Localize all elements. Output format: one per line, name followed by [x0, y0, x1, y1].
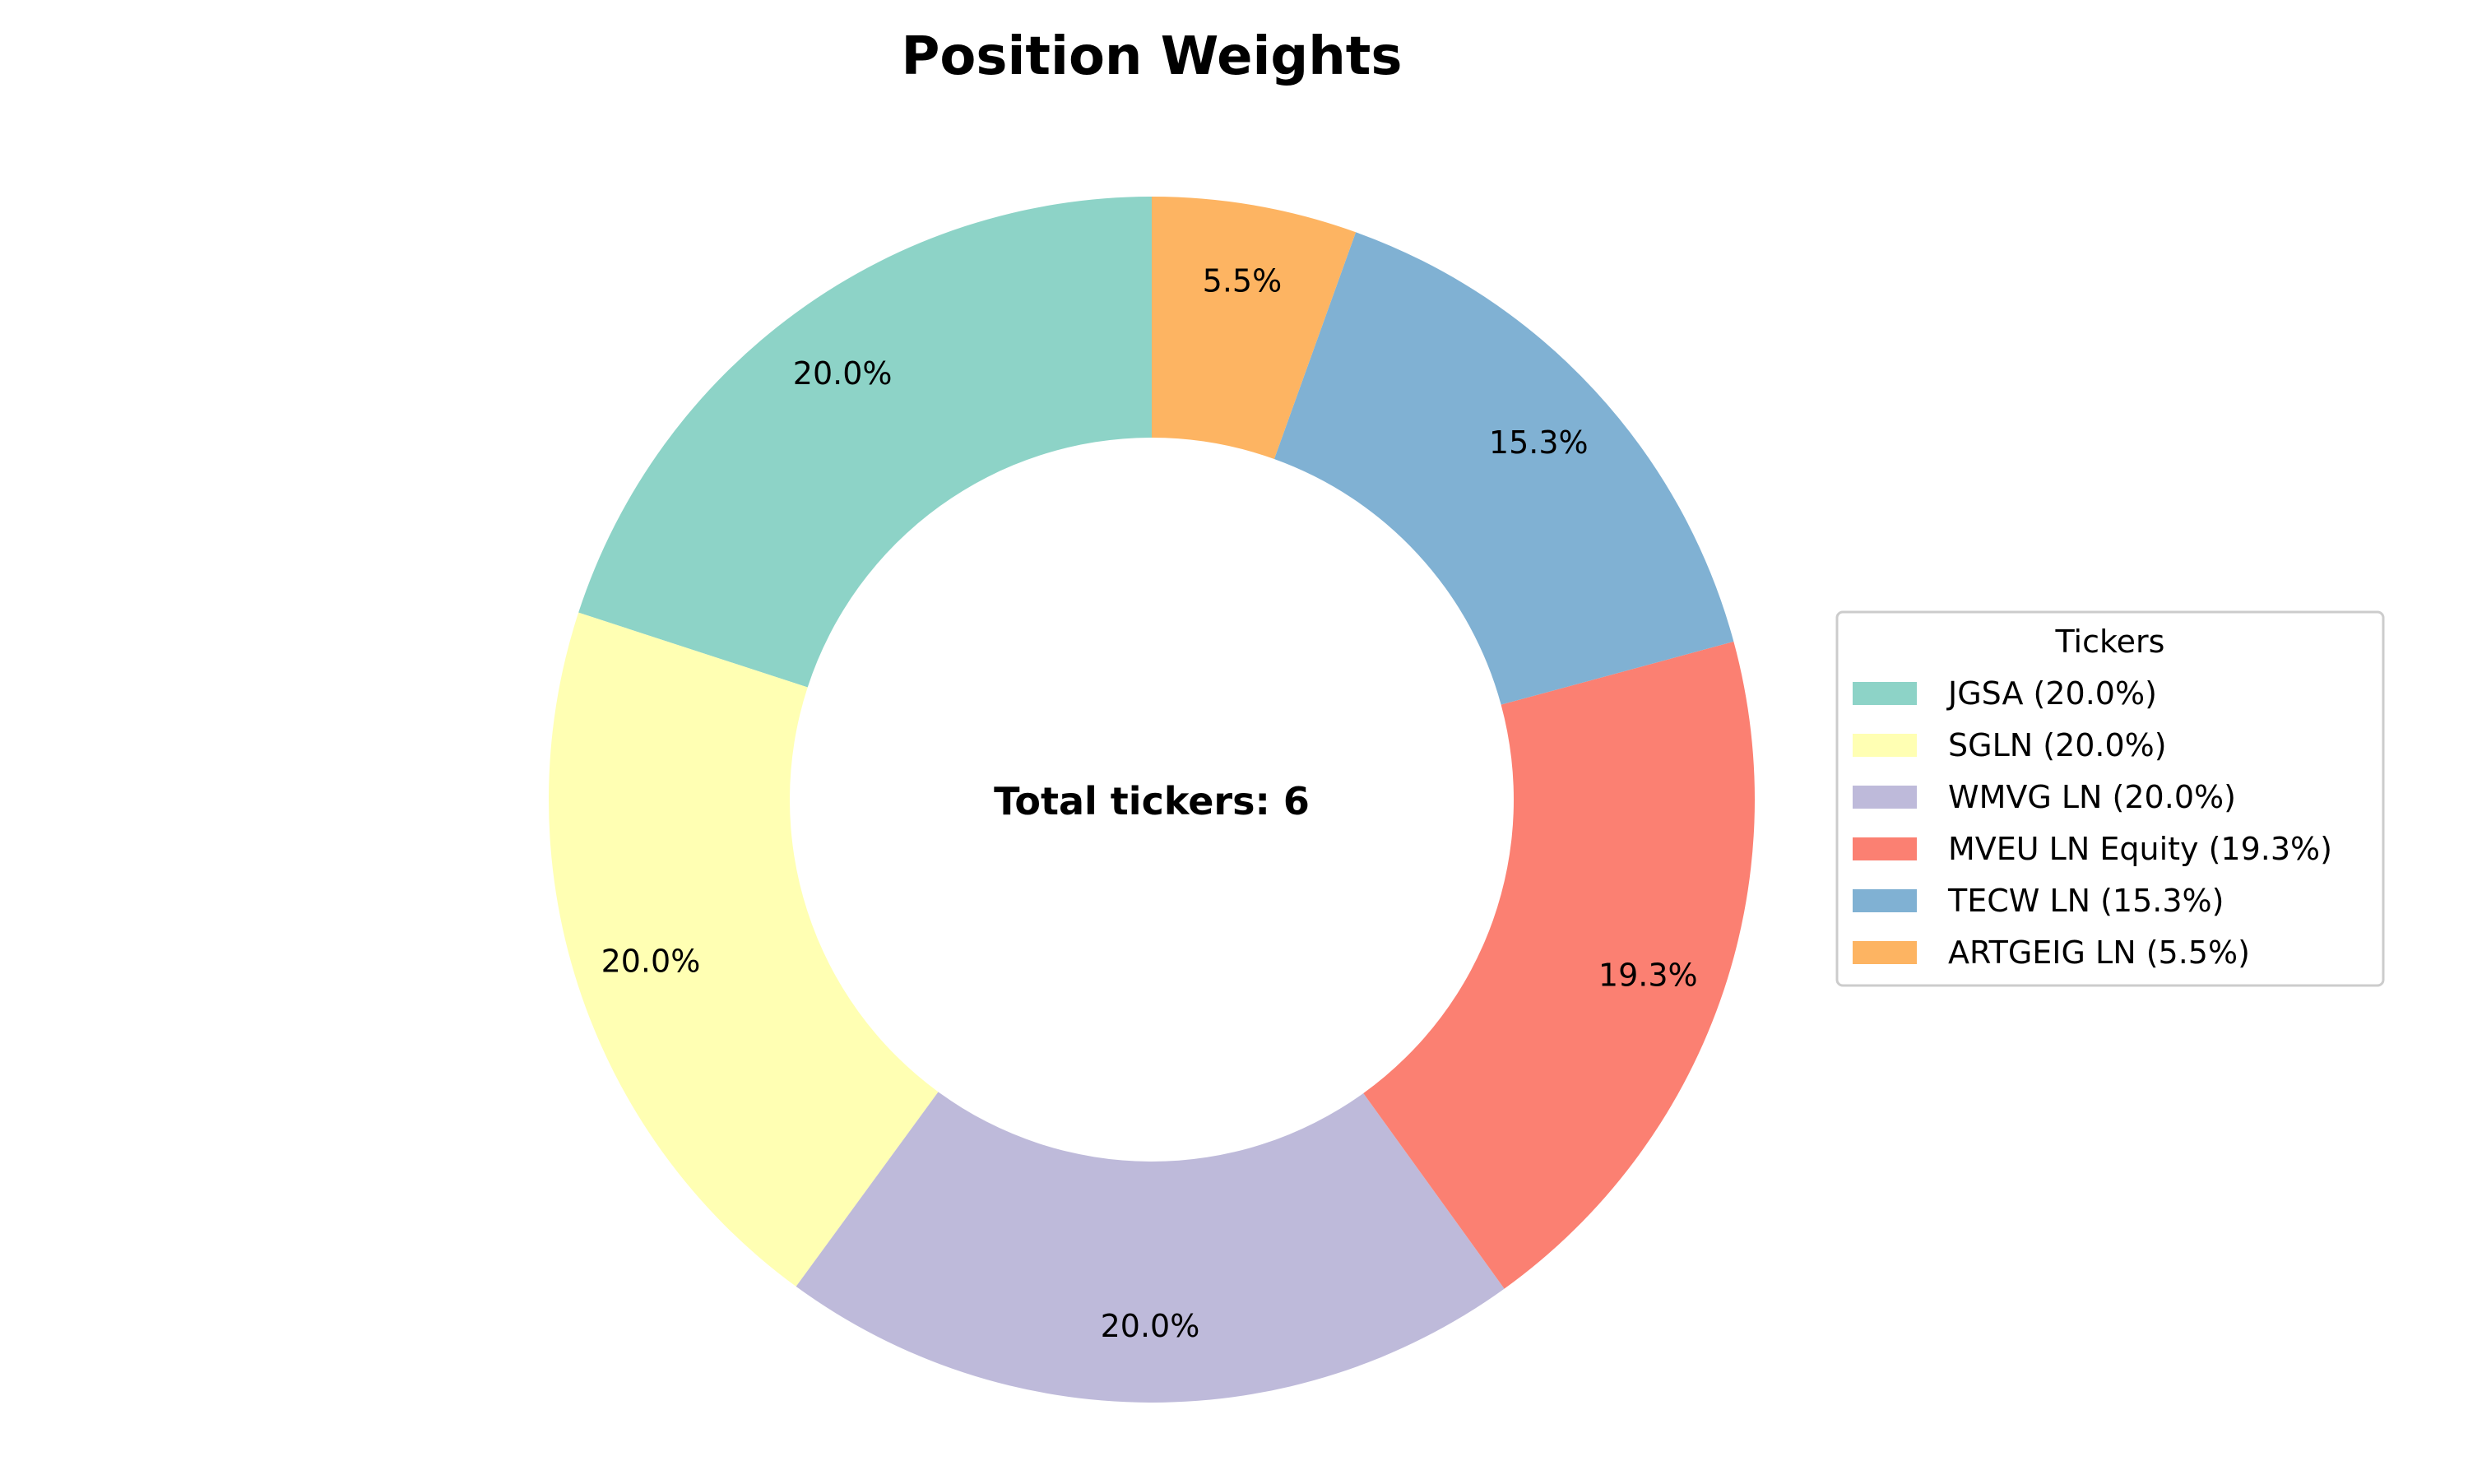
center-label: Total tickers: 6	[994, 779, 1310, 823]
slice-tecw-ln	[1273, 232, 1734, 705]
slice-pct-label: 20.0%	[601, 944, 701, 980]
donut-slices	[549, 197, 1756, 1403]
legend-frame	[1835, 610, 2385, 987]
legend-item-label: SGLN (20.0%)	[1948, 727, 2167, 763]
slice-pct-label: 20.0%	[793, 355, 893, 392]
slice-wmvg-ln	[796, 1092, 1505, 1403]
legend-title: Tickers	[2055, 624, 2165, 660]
slice-labels: 20.0% 20.0% 20.0% 19.3% 15.3% 5.5%	[601, 263, 1698, 1344]
slice-mveu-ln-equity	[1363, 641, 1756, 1289]
legend-items: JGSA (20.0%) SGLN (20.0%) WMVG LN (20.0%) M…	[1853, 675, 2332, 971]
legend-item-label: ARTGEIG LN (5.5%)	[1948, 934, 2250, 971]
legend-item-label: JGSA (20.0%)	[1946, 675, 2157, 712]
slice-jgsa	[578, 197, 1152, 688]
legend-item-label: TECW LN (15.3%)	[1947, 883, 2224, 919]
legend-item-label: MVEU LN Equity (19.3%)	[1948, 831, 2332, 867]
legend-swatch	[1853, 941, 1917, 964]
legend-swatch	[1853, 734, 1917, 757]
legend: Tickers JGSA (20.0%) SGLN (20.0%) WMVG LN …	[1835, 610, 2385, 987]
chart-title: Position Weights	[902, 26, 1403, 87]
slice-pct-label: 5.5%	[1203, 263, 1283, 299]
legend-swatch	[1853, 889, 1917, 912]
slice-pct-label: 20.0%	[1101, 1308, 1200, 1344]
slice-artgeig-ln	[1152, 197, 1357, 459]
legend-swatch	[1853, 682, 1917, 705]
slice-pct-label: 19.3%	[1598, 958, 1698, 994]
slice-pct-label: 15.3%	[1489, 424, 1589, 461]
legend-swatch	[1853, 786, 1917, 809]
legend-item-label: WMVG LN (20.0%)	[1948, 779, 2236, 815]
legend-swatch	[1853, 837, 1917, 860]
slice-sgln	[549, 612, 939, 1287]
